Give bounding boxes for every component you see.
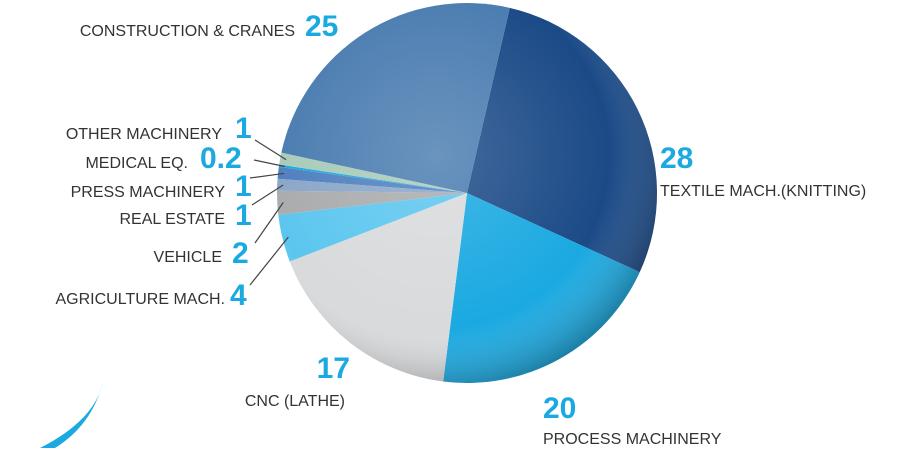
slice-name: VEHICLE <box>154 249 222 266</box>
decor-arc <box>40 382 103 448</box>
slice-value: 1 <box>235 170 252 203</box>
labels: TEXTILE MACH.(KNITTING) 28 PROCESS MACHINE… <box>56 10 867 448</box>
slice-value: 25 <box>305 10 338 43</box>
leader-line <box>254 202 284 244</box>
slice-name: CNC (LATHE) <box>245 393 345 410</box>
leader-line <box>254 139 287 161</box>
slice-name: MEDICAL EQ. <box>85 155 188 172</box>
slice-name: OTHER MACHINERY <box>66 126 222 143</box>
slice-value: 20 <box>543 392 576 425</box>
slice-name: AGRICULTURE MACH. <box>56 291 226 308</box>
slice-value: 2 <box>232 237 249 270</box>
slice-value: 4 <box>230 279 247 312</box>
slice-value: 1 <box>235 199 252 232</box>
pie <box>277 3 657 384</box>
slice-name: PROCESS MACHINERY <box>543 431 722 448</box>
slice-value: 0.2 <box>200 142 242 175</box>
leader-line <box>253 159 286 168</box>
leader-line <box>249 236 289 286</box>
slice-value: 1 <box>235 112 252 145</box>
slice-name: CONSTRUCTION & CRANES <box>80 23 295 40</box>
slice-name: TEXTILE MACH.(KNITTING) <box>660 183 866 200</box>
leader-line <box>251 184 284 206</box>
slice-name: PRESS MACHINERY <box>71 184 226 201</box>
leader-line <box>249 172 285 179</box>
slice-value: 17 <box>317 352 350 385</box>
slice-name: REAL ESTATE <box>119 211 225 228</box>
slice-value: 28 <box>660 142 693 175</box>
